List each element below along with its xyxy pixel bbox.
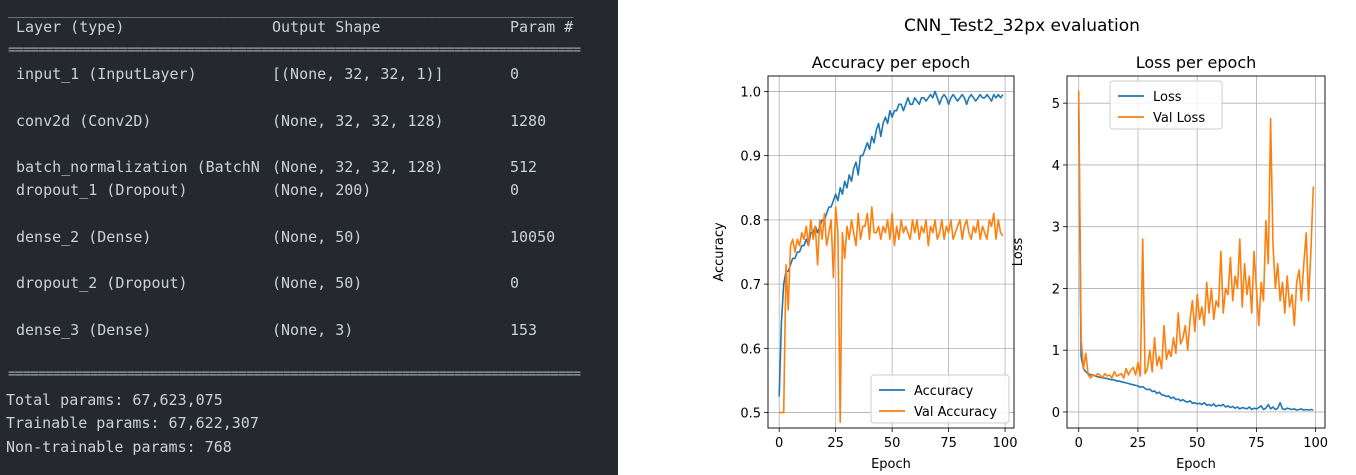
x-tick-label: 50 [884, 436, 901, 451]
y-tick-label: 4 [1052, 159, 1060, 174]
row-layer-name: dense_2 (Dense) [16, 228, 152, 246]
axes-frame [1066, 75, 1326, 429]
row-layer-name: dropout_2 (Dropout) [16, 274, 188, 292]
legend-label: Val Loss [1153, 111, 1205, 126]
y-axis-label: Loss [1011, 238, 1026, 267]
trainable-params: Trainable params: 67,622,307 [6, 414, 259, 432]
chart-title: Loss per epoch [1136, 53, 1257, 72]
y-tick-label: 2 [1052, 282, 1060, 297]
row-param-count: 0 [510, 65, 520, 83]
x-axis-label: Epoch [1176, 457, 1216, 472]
x-tick-label: 50 [1189, 436, 1206, 451]
legend-label: Loss [1153, 90, 1182, 105]
y-tick-label: 0.6 [740, 342, 761, 357]
total-params: Total params: 67,623,075 [6, 391, 223, 409]
axes-frame [767, 75, 1015, 429]
row-output-shape: (None, 50) [272, 274, 363, 292]
series-line-accuracy [778, 90, 1004, 397]
summary-rule-top: ________________________________________… [8, 2, 574, 18]
evaluation-figure: CNN_Test2_32px evaluation 0 25 50 75 100 0.5 0… [618, 0, 1356, 475]
figure-title: CNN_Test2_32px evaluation [904, 16, 1140, 36]
row-param-count: 0 [510, 181, 520, 199]
row-output-shape: (None, 200) [272, 181, 372, 199]
row-output-shape: [(None, 32, 32, 1)] [272, 65, 444, 83]
x-tick-label: 100 [1303, 436, 1328, 451]
summary-rule-footer: ========================================… [8, 366, 581, 382]
row-layer-name: input_1 (InputLayer) [16, 65, 197, 83]
row-output-shape: (None, 3) [272, 321, 354, 339]
row-layer-name: dropout_1 (Dropout) [16, 181, 188, 199]
y-tick-label: 0.8 [740, 214, 761, 229]
legend-label: Accuracy [914, 384, 974, 399]
x-axis-label: Epoch [871, 457, 911, 472]
legend-box [870, 374, 1010, 424]
y-tick-label: 0 [1052, 406, 1060, 421]
chart-title: Accuracy per epoch [812, 53, 971, 72]
y-tick-label: 0.5 [740, 407, 761, 422]
legend-label: Val Accuracy [914, 405, 997, 420]
row-layer-name: batch_normalization (BatchN [16, 158, 260, 176]
evaluation-figure-svg: CNN_Test2_32px evaluation 0 25 50 75 1000.50… [712, 16, 1328, 472]
row-output-shape: (None, 32, 32, 128) [272, 158, 444, 176]
row-param-count: 1280 [510, 112, 547, 130]
row-param-count: 153 [510, 321, 538, 339]
series-line-val-accuracy [779, 206, 1004, 424]
series-line-val-loss [1077, 90, 1315, 379]
x-tick-label: 75 [1248, 436, 1265, 451]
row-param-count: 0 [510, 274, 520, 292]
row-output-shape: (None, 32, 32, 128) [272, 112, 444, 130]
y-tick-label: 0.9 [740, 150, 761, 165]
row-param-count: 10050 [510, 228, 556, 246]
summary-rule-header: ========================================… [8, 42, 581, 58]
x-tick-label: 75 [940, 436, 957, 451]
header-layer-type: Layer (type) [16, 18, 125, 36]
x-tick-label: 100 [993, 436, 1018, 451]
row-param-count: 512 [510, 158, 538, 176]
row-output-shape: (None, 50) [272, 228, 363, 246]
row-layer-name: conv2d (Conv2D) [16, 112, 152, 130]
y-tick-label: 1 [1052, 344, 1060, 359]
x-tick-label: 25 [1130, 436, 1147, 451]
y-tick-label: 1.0 [740, 85, 761, 100]
y-axis-label: Accuracy [712, 222, 727, 282]
series-line-loss [1077, 109, 1314, 411]
row-layer-name: dense_3 (Dense) [16, 321, 152, 339]
y-tick-label: 3 [1052, 221, 1060, 236]
header-param-count: Param # [510, 18, 574, 36]
header-output-shape: Output Shape [272, 18, 381, 36]
x-tick-label: 0 [775, 436, 783, 451]
x-tick-label: 0 [1075, 436, 1083, 451]
x-tick-label: 25 [827, 436, 844, 451]
y-tick-label: 0.7 [740, 278, 761, 293]
model-summary-panel: ________________________________________… [0, 0, 618, 475]
non-trainable-params: Non-trainable params: 768 [6, 438, 232, 456]
y-tick-label: 5 [1052, 97, 1060, 112]
